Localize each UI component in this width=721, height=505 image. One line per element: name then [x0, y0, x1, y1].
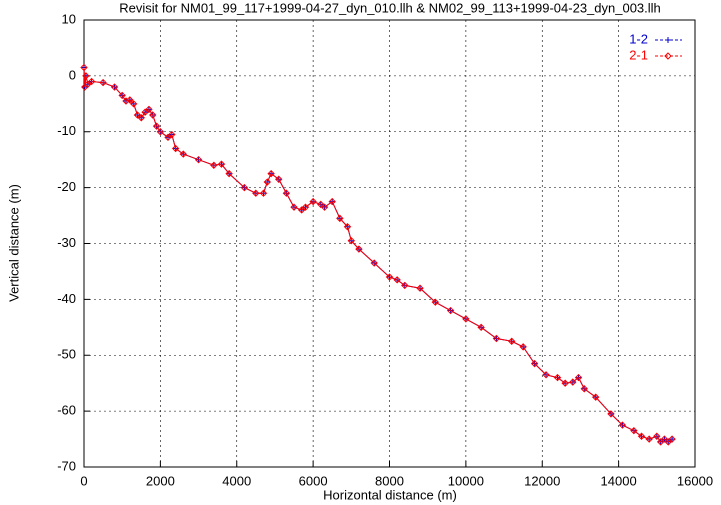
- point-marker: [431, 298, 440, 306]
- point-marker: [82, 72, 90, 80]
- point-marker: [347, 236, 356, 245]
- legend-marker: [665, 37, 671, 43]
- point-marker: [118, 91, 126, 100]
- point-marker: [637, 432, 646, 440]
- point-marker: [80, 63, 88, 72]
- point-marker: [290, 203, 298, 211]
- point-marker: [618, 421, 627, 429]
- point-marker: [137, 114, 145, 122]
- point-marker: [275, 175, 283, 183]
- point-marker: [122, 97, 130, 105]
- y-tick-label: -70: [57, 458, 76, 473]
- point-marker: [401, 281, 409, 290]
- point-marker: [328, 197, 336, 206]
- point-marker: [385, 273, 394, 281]
- x-tick-label: 2000: [146, 473, 175, 488]
- point-marker: [129, 100, 138, 108]
- point-marker: [133, 111, 142, 119]
- point-marker: [492, 334, 501, 343]
- point-marker: [553, 373, 562, 382]
- point-marker: [607, 410, 615, 418]
- point-marker: [569, 378, 577, 386]
- point-marker: [653, 432, 661, 440]
- legend-label: 1-2: [629, 31, 648, 46]
- point-marker: [99, 78, 107, 87]
- point-marker: [320, 203, 329, 211]
- point-marker: [660, 435, 669, 443]
- point-marker: [156, 128, 165, 136]
- y-tick-label: -30: [57, 235, 76, 250]
- point-marker: [343, 223, 352, 231]
- y-tick-label: -40: [57, 291, 76, 306]
- point-marker: [507, 337, 516, 345]
- point-marker: [301, 203, 310, 211]
- point-marker: [210, 161, 218, 169]
- point-marker: [574, 373, 583, 382]
- legend-label: 2-1: [629, 47, 648, 62]
- point-marker: [179, 150, 187, 158]
- point-marker: [282, 189, 291, 197]
- point-marker: [580, 385, 588, 393]
- series-line: [83, 67, 673, 443]
- point-marker: [393, 276, 401, 284]
- point-marker: [630, 426, 638, 435]
- point-marker: [240, 183, 249, 192]
- point-marker: [542, 371, 550, 379]
- y-tick-label: -60: [57, 403, 76, 418]
- point-marker: [669, 436, 676, 443]
- point-marker: [462, 315, 470, 323]
- point-marker: [530, 359, 539, 368]
- point-marker: [355, 245, 363, 253]
- y-tick-label: -10: [57, 123, 76, 138]
- point-marker: [519, 343, 527, 351]
- point-marker: [259, 189, 268, 197]
- y-axis-label: Vertical distance (m): [6, 184, 21, 302]
- x-tick-label: 4000: [222, 473, 251, 488]
- point-marker: [592, 393, 600, 401]
- point-marker: [561, 379, 569, 387]
- point-marker: [152, 122, 161, 130]
- point-marker: [252, 189, 260, 197]
- point-marker: [217, 160, 226, 168]
- point-marker: [145, 105, 153, 114]
- point-marker: [477, 323, 485, 332]
- point-marker: [267, 169, 275, 178]
- point-marker: [225, 169, 233, 178]
- x-tick-label: 12000: [524, 473, 560, 488]
- point-marker: [370, 259, 378, 267]
- point-marker: [168, 130, 176, 139]
- point-marker: [149, 111, 157, 119]
- point-marker: [110, 83, 119, 91]
- x-tick-label: 10000: [448, 473, 484, 488]
- point-marker: [336, 214, 344, 223]
- x-tick-label: 14000: [601, 473, 637, 488]
- point-marker: [309, 197, 317, 206]
- point-marker: [317, 200, 325, 209]
- legend-marker: [664, 52, 672, 60]
- x-tick-label: 0: [80, 473, 87, 488]
- chart-title: Revisit for NM01_99_117+1999-04-27_dyn_0…: [119, 0, 661, 15]
- y-tick-label: -20: [57, 179, 76, 194]
- point-marker: [645, 435, 653, 443]
- point-marker: [416, 284, 424, 292]
- x-tick-label: 6000: [299, 473, 328, 488]
- point-marker: [126, 96, 134, 104]
- y-tick-label: -50: [57, 347, 76, 362]
- y-tick-label: 10: [62, 11, 76, 26]
- point-marker: [171, 144, 180, 153]
- x-axis-label: Horizontal distance (m): [323, 487, 457, 502]
- x-tick-label: 8000: [375, 473, 404, 488]
- point-marker: [668, 435, 676, 443]
- point-marker: [194, 155, 203, 164]
- y-tick-label: 0: [69, 67, 76, 82]
- x-tick-label: 16000: [677, 473, 713, 488]
- point-marker: [446, 306, 455, 315]
- point-marker: [263, 178, 272, 186]
- point-marker: [87, 77, 96, 86]
